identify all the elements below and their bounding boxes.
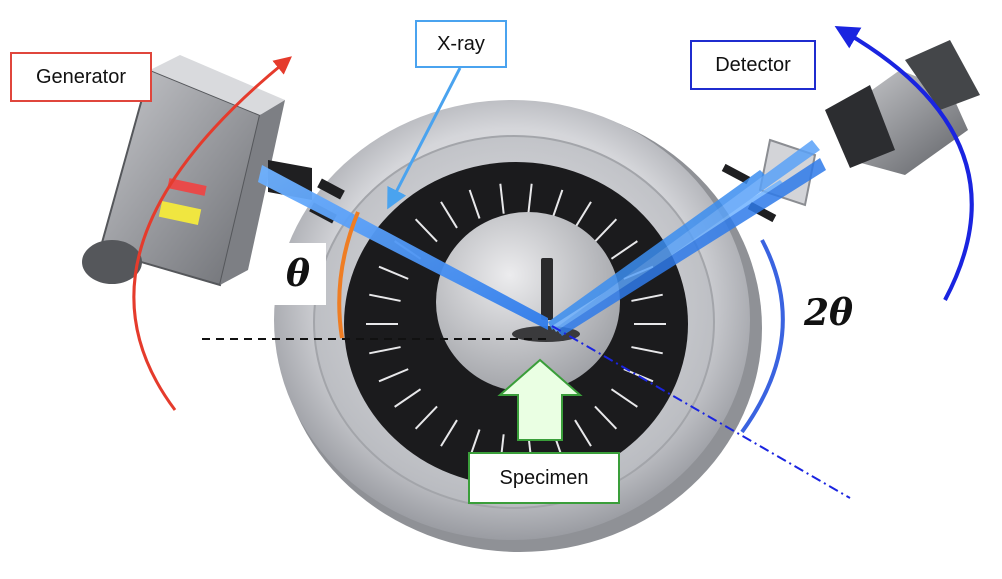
sample-post	[541, 258, 553, 320]
detector-label: Detector	[690, 40, 816, 90]
sample-hub	[436, 212, 620, 392]
dial-tick	[440, 201, 458, 229]
dial-ticks	[366, 183, 666, 465]
dial-tick	[594, 405, 618, 430]
dial-tick	[394, 388, 422, 408]
dial-tick	[414, 405, 438, 430]
detector-rotation-arc	[834, 25, 974, 301]
goniometer	[274, 100, 762, 552]
indicator-lights-red	[167, 178, 207, 196]
dial-tick	[468, 189, 481, 219]
two-theta-arc	[740, 239, 785, 434]
dial-tick	[551, 189, 564, 219]
indicator-lights-yellow	[158, 201, 202, 225]
dial-tick	[631, 293, 663, 302]
two-theta-label: 2θ	[804, 292, 854, 334]
dial-tick	[610, 388, 638, 408]
dial-tick	[499, 183, 505, 214]
dial-tick	[440, 419, 458, 447]
dial-tick	[574, 419, 592, 447]
specimen-arrow	[497, 358, 583, 441]
generator-rotation-arc	[132, 56, 292, 411]
beam-extension	[551, 325, 851, 499]
dial-tick	[527, 183, 533, 214]
theta-arc	[337, 211, 360, 339]
dial-tick	[631, 346, 663, 355]
dial-tick	[378, 368, 409, 383]
generator-label: Generator	[10, 52, 152, 102]
dial-tick	[378, 265, 409, 280]
theta-label: θ	[270, 243, 326, 305]
xray-label: X-ray	[415, 20, 507, 68]
specimen-label: Specimen	[468, 452, 620, 504]
diffracted-beam	[548, 140, 826, 336]
dial-tick	[610, 240, 638, 260]
incident-beam	[258, 165, 548, 330]
dial-tick	[369, 293, 401, 302]
dial-tick	[594, 218, 618, 243]
dial-tick	[574, 201, 592, 229]
dial-tick	[369, 346, 401, 355]
xray-pointer	[387, 67, 462, 210]
dial-tick	[414, 218, 438, 243]
